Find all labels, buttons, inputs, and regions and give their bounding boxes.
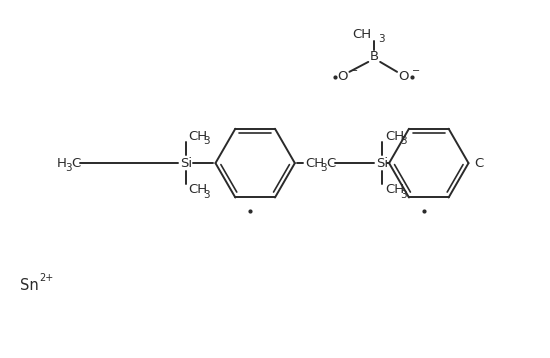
Text: Si: Si — [376, 156, 388, 170]
Text: −: − — [412, 66, 420, 76]
Text: CH: CH — [385, 183, 404, 197]
Text: H: H — [57, 156, 67, 170]
Text: 3: 3 — [65, 163, 72, 173]
Text: Si: Si — [180, 156, 192, 170]
Text: Sn: Sn — [20, 278, 38, 293]
Text: O: O — [337, 70, 348, 83]
Text: CH: CH — [189, 183, 208, 197]
Text: 3: 3 — [400, 190, 406, 200]
Text: 3: 3 — [378, 34, 385, 44]
Text: 3: 3 — [321, 163, 327, 173]
Text: C: C — [475, 156, 483, 170]
Text: C: C — [327, 156, 336, 170]
Text: CH: CH — [305, 156, 324, 170]
Text: O: O — [399, 70, 409, 83]
Text: −: − — [350, 66, 359, 76]
Text: 3: 3 — [204, 136, 210, 146]
Text: C: C — [72, 156, 81, 170]
Text: CH: CH — [189, 130, 208, 143]
Text: CH: CH — [352, 28, 371, 40]
Text: 2+: 2+ — [39, 273, 53, 283]
Text: B: B — [370, 50, 379, 63]
Text: CH: CH — [385, 130, 404, 143]
Text: 3: 3 — [400, 136, 406, 146]
Text: 3: 3 — [204, 190, 210, 200]
